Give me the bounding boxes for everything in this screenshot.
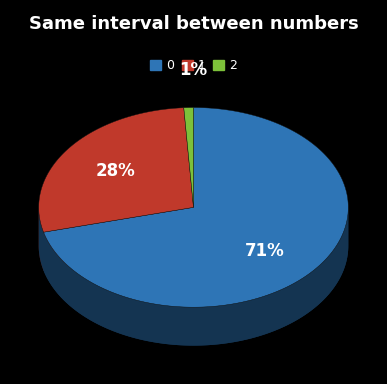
Polygon shape — [39, 108, 194, 232]
Polygon shape — [44, 207, 194, 271]
Text: 28%: 28% — [96, 162, 136, 180]
Text: 1%: 1% — [179, 61, 207, 79]
Polygon shape — [44, 207, 348, 346]
Text: 71%: 71% — [245, 242, 284, 260]
Legend: 0, 1, 2: 0, 1, 2 — [145, 54, 242, 77]
Polygon shape — [39, 208, 44, 271]
Text: Same interval between numbers: Same interval between numbers — [29, 15, 358, 33]
Polygon shape — [44, 108, 348, 307]
Polygon shape — [39, 207, 348, 346]
Polygon shape — [44, 207, 194, 271]
Polygon shape — [184, 108, 194, 207]
